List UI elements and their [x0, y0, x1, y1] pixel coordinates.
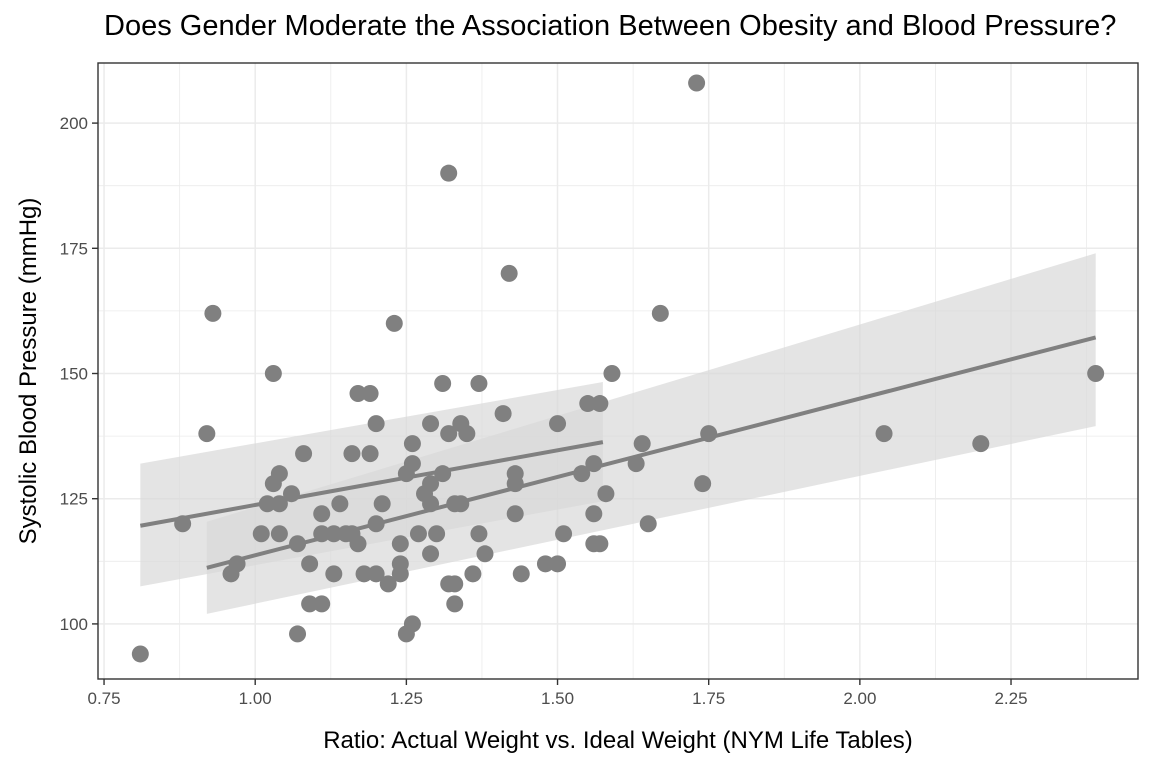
y-tick-label: 175 — [60, 239, 88, 258]
data-point — [591, 535, 609, 553]
data-point — [579, 395, 597, 413]
data-point — [591, 395, 609, 413]
data-point — [446, 575, 464, 593]
fit-line — [206, 335, 1097, 570]
data-point — [470, 525, 488, 543]
y-tick-label: 200 — [60, 114, 88, 133]
data-point — [391, 535, 409, 553]
data-points — [131, 74, 1105, 663]
data-point — [301, 555, 319, 573]
data-point — [555, 525, 573, 543]
data-point — [270, 465, 288, 483]
data-point — [446, 595, 464, 613]
data-point — [440, 425, 458, 443]
data-point — [464, 565, 482, 583]
data-point — [440, 164, 458, 182]
data-point — [434, 375, 452, 393]
data-point — [688, 74, 706, 92]
data-point — [506, 465, 524, 483]
data-point — [349, 535, 367, 553]
data-point — [651, 304, 669, 322]
data-point — [295, 445, 313, 463]
data-point — [506, 505, 524, 523]
data-point — [331, 495, 349, 513]
x-tick-label: 0.75 — [87, 689, 120, 708]
x-tick-label: 1.00 — [239, 689, 272, 708]
data-point — [325, 565, 343, 583]
data-point — [422, 545, 440, 563]
data-point — [875, 425, 893, 443]
data-point — [409, 525, 427, 543]
data-point — [403, 455, 421, 473]
data-point — [549, 555, 567, 573]
data-point — [313, 595, 331, 613]
data-point — [301, 595, 319, 613]
data-point — [313, 505, 331, 523]
chart-title: Does Gender Moderate the Association Bet… — [104, 10, 1117, 42]
y-axis-ticks: 100 125 150 175 200 — [60, 114, 98, 634]
plot-panel-border — [97, 62, 1139, 680]
data-point — [379, 575, 397, 593]
data-point — [373, 495, 391, 513]
data-point — [1087, 365, 1105, 383]
data-point — [403, 615, 421, 633]
x-tick-label: 2.25 — [994, 689, 1027, 708]
data-point — [694, 475, 712, 493]
data-point — [494, 405, 512, 423]
data-point — [391, 555, 409, 573]
fit-line — [139, 440, 604, 528]
data-point — [603, 365, 621, 383]
x-axis-ticks: 0.75 1.00 1.25 1.50 1.75 2.00 2.25 — [87, 679, 1028, 708]
data-point — [458, 425, 476, 443]
confidence-band — [206, 253, 1096, 614]
x-tick-label: 1.75 — [692, 689, 725, 708]
data-point — [264, 365, 282, 383]
data-point — [585, 505, 603, 523]
data-point — [972, 435, 990, 453]
data-point — [403, 435, 421, 453]
y-tick-label: 150 — [60, 365, 88, 384]
data-point — [428, 525, 446, 543]
y-axis-title: Systolic Blood Pressure (mmHg) — [15, 198, 42, 545]
data-point — [270, 525, 288, 543]
fit-lines — [139, 335, 1097, 570]
data-point — [204, 304, 222, 322]
data-point — [476, 545, 494, 563]
data-point — [500, 264, 518, 282]
x-tick-label: 1.50 — [541, 689, 574, 708]
y-tick-label: 125 — [60, 490, 88, 509]
data-point — [633, 435, 651, 453]
data-point — [131, 645, 149, 663]
data-point — [639, 515, 657, 533]
data-point — [422, 475, 440, 493]
data-point — [422, 415, 440, 433]
y-tick-label: 100 — [60, 615, 88, 634]
data-point — [361, 385, 379, 403]
data-point — [470, 375, 488, 393]
data-point — [367, 415, 385, 433]
data-point — [355, 565, 373, 583]
x-tick-label: 2.00 — [843, 689, 876, 708]
data-point — [289, 625, 307, 643]
data-point — [549, 415, 567, 433]
data-point — [343, 445, 361, 463]
x-tick-label: 1.25 — [390, 689, 423, 708]
x-axis-title: Ratio: Actual Weight vs. Ideal Weight (N… — [323, 727, 913, 754]
data-point — [361, 445, 379, 463]
data-point — [512, 565, 530, 583]
data-point — [198, 425, 216, 443]
data-point — [385, 314, 403, 332]
data-point — [597, 485, 615, 503]
data-point — [349, 385, 367, 403]
data-point — [536, 555, 554, 573]
data-point — [367, 565, 385, 583]
data-point — [252, 525, 270, 543]
